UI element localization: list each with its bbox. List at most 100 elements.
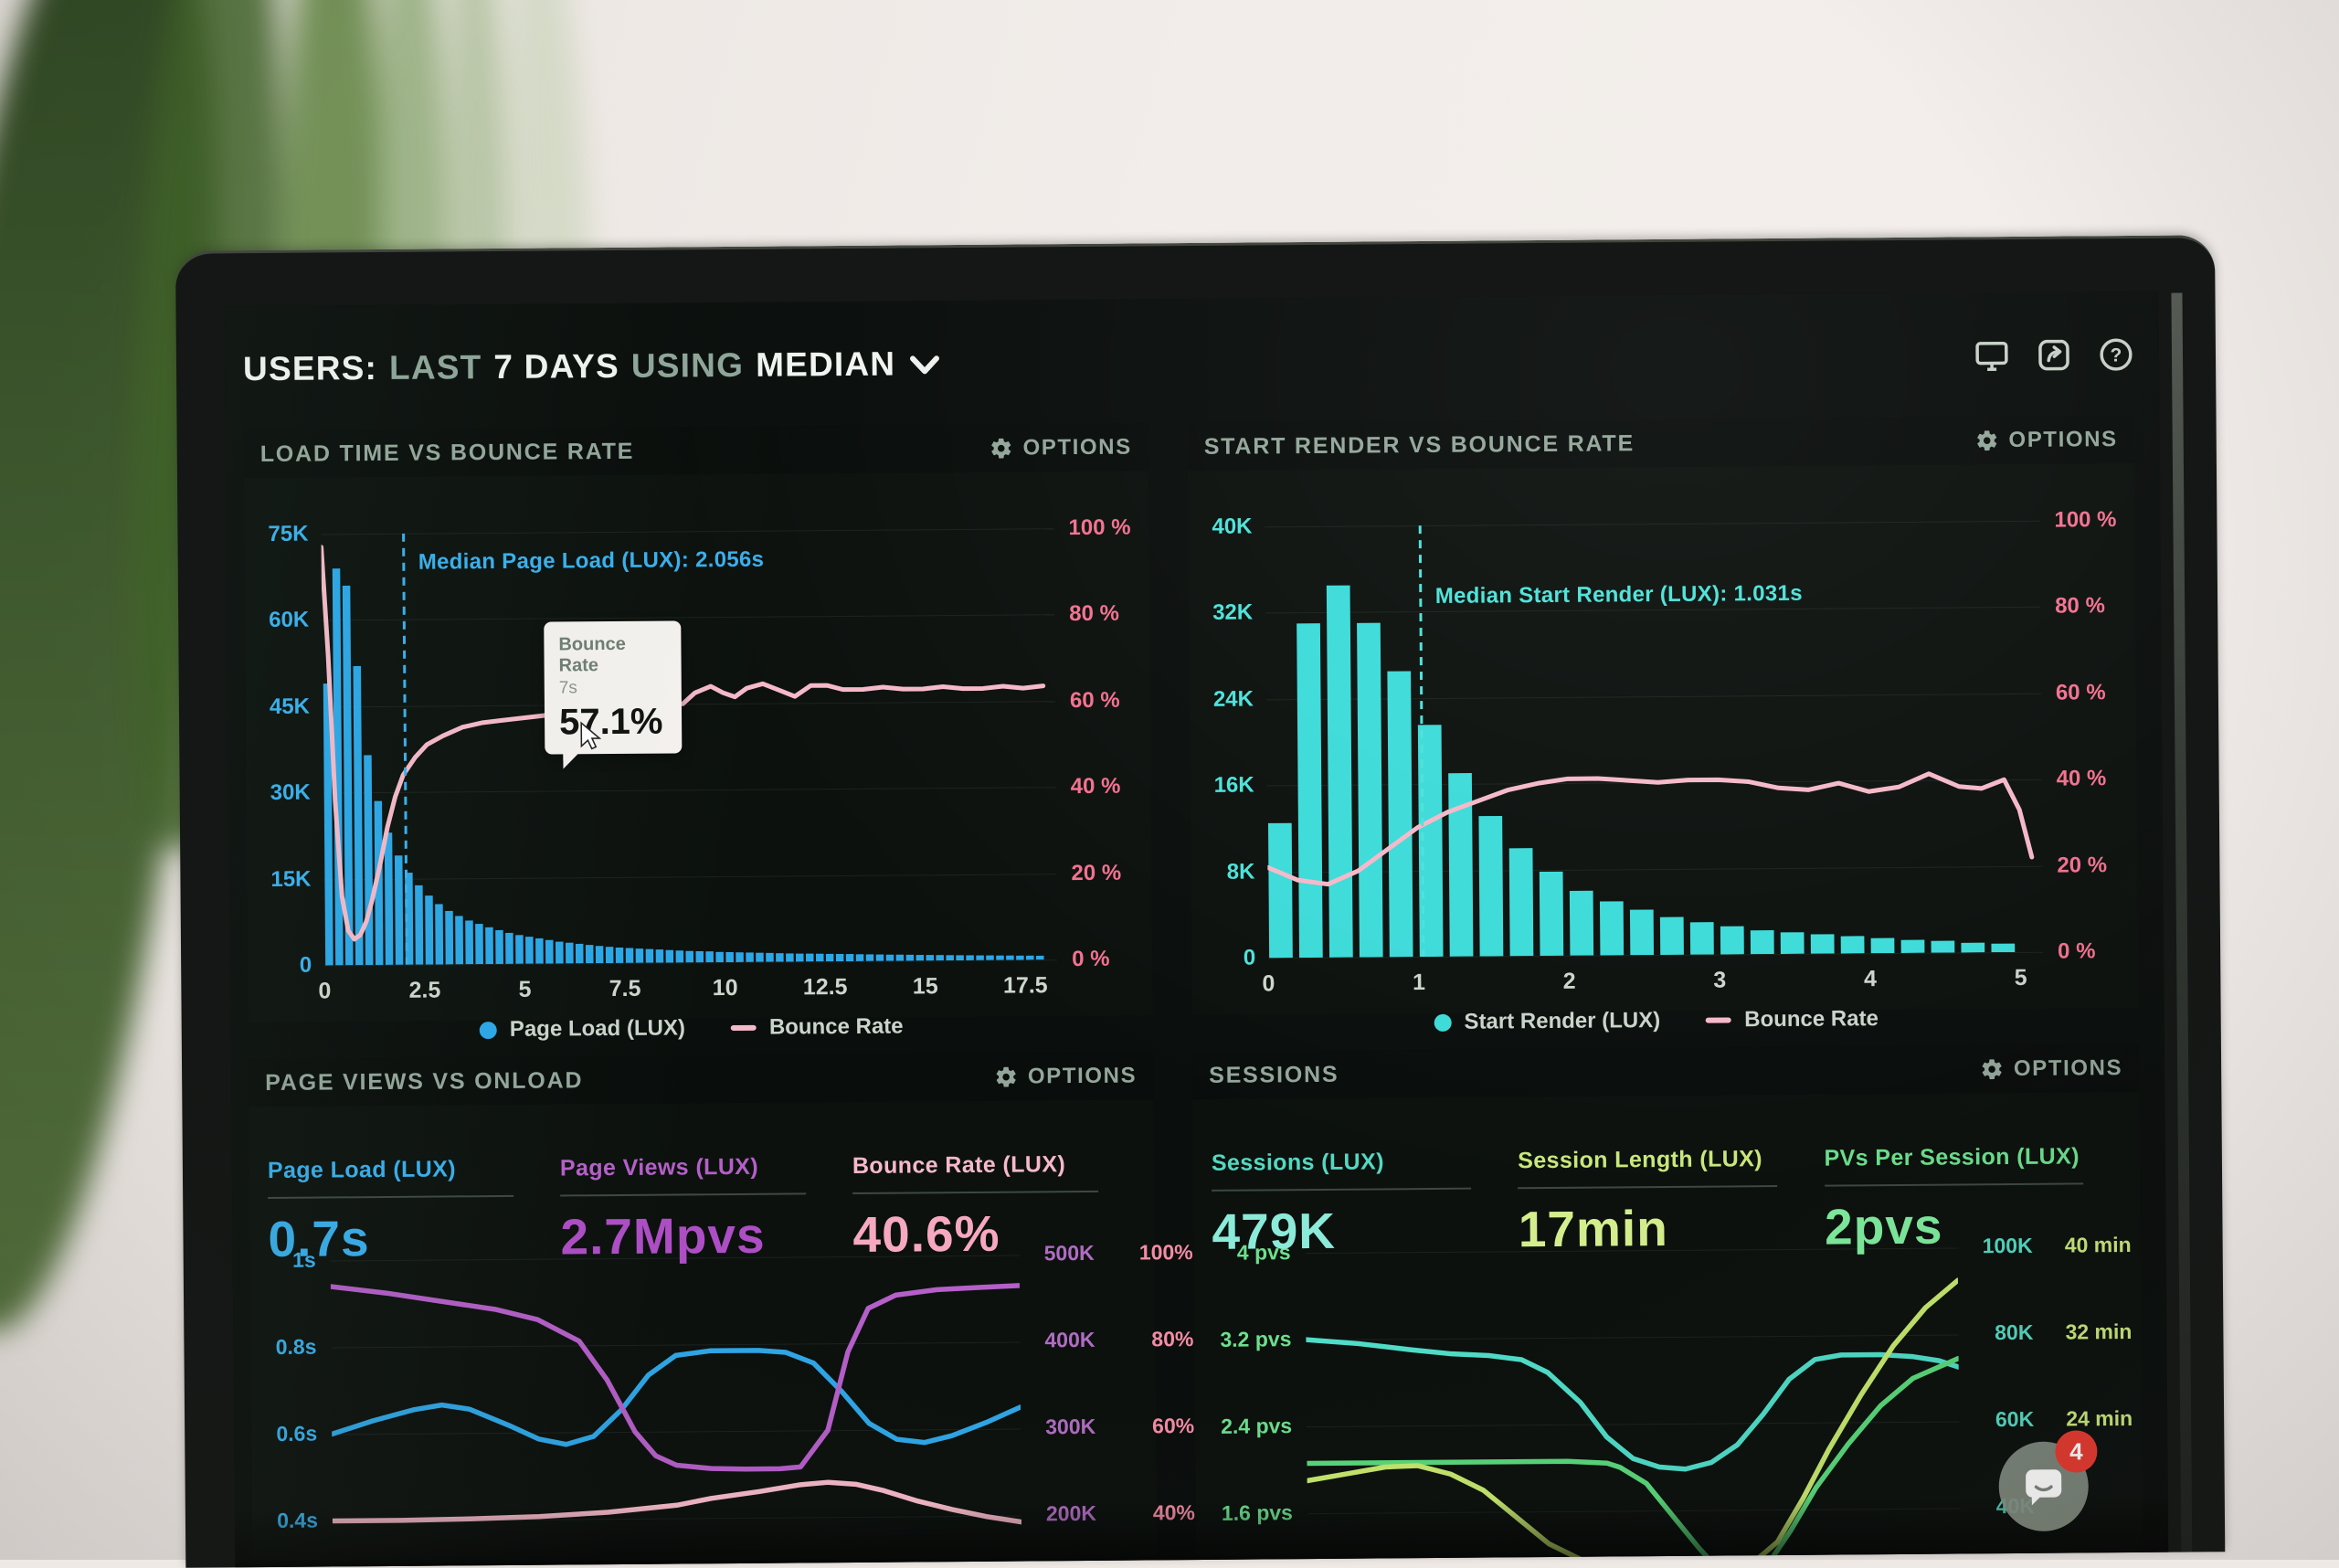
- title-segment: USING: [631, 346, 745, 386]
- median-annotation: Median Start Render (LUX): 1.031s: [1435, 581, 1803, 609]
- legend-item[interactable]: Bounce Rate: [731, 1014, 904, 1041]
- legend-label: Page Load (LUX): [510, 1015, 685, 1043]
- bar: [986, 956, 994, 960]
- bar: [966, 955, 974, 960]
- help-icon[interactable]: ?: [2098, 336, 2134, 373]
- y-axis-tick-right: 100 %: [1068, 515, 1130, 542]
- options-button[interactable]: OPTIONS: [1974, 427, 2117, 453]
- bar: [566, 943, 574, 964]
- bar: [1901, 940, 1925, 953]
- metric-label: Session Length (LUX): [1518, 1146, 1783, 1174]
- legend-item[interactable]: Start Render (LUX): [1434, 1008, 1660, 1035]
- chart-legend: Start Render (LUX) Bounce Rate: [1269, 1005, 2044, 1037]
- bar: [465, 920, 473, 964]
- chat-widget-button[interactable]: 4: [1998, 1441, 2089, 1531]
- bar: [1961, 943, 1984, 953]
- metric: Session Length (LUX)17min: [1518, 1146, 1825, 1259]
- y-axis-tick-right: 80 %: [1069, 601, 1119, 627]
- bar: [455, 916, 463, 964]
- metric-underline: [1825, 1182, 2084, 1186]
- bar: [996, 956, 1004, 960]
- bar: [1540, 872, 1563, 956]
- title-segment: MEDIAN: [756, 345, 895, 385]
- laptop-bezel-highlight: [2171, 293, 2192, 1552]
- right-tick-secondary: 40%: [1118, 1500, 1195, 1526]
- options-button[interactable]: OPTIONS: [1980, 1055, 2122, 1082]
- x-axis-tick: 10: [713, 975, 738, 1001]
- bar: [586, 945, 594, 963]
- y-axis-tick: 0: [1191, 946, 1255, 972]
- bar: [1036, 956, 1044, 959]
- metric: Page Load (LUX)0.7s: [268, 1155, 561, 1268]
- bar: [1448, 773, 1473, 957]
- bar: [666, 950, 674, 963]
- bar: [415, 885, 423, 965]
- chat-unread-badge: 4: [2055, 1430, 2097, 1472]
- x-axis-tick: 0: [318, 978, 331, 1004]
- legend-item[interactable]: Page Load (LUX): [480, 1015, 685, 1043]
- bar: [495, 930, 503, 964]
- series-line: [1306, 1280, 1960, 1567]
- bar: [705, 951, 714, 962]
- bar: [1660, 917, 1684, 956]
- y-axis-tick: 3.2 pvs: [1194, 1326, 1291, 1352]
- bar: [886, 955, 894, 961]
- panel-title: PAGE VIEWS VS ONLOAD: [265, 1067, 583, 1097]
- title-segment: 7 DAYS: [493, 347, 619, 387]
- metric-label: Bounce Rate (LUX): [852, 1151, 1103, 1180]
- bar: [1811, 934, 1835, 953]
- bar: [766, 953, 774, 962]
- median-annotation: Median Page Load (LUX): 2.056s: [418, 547, 765, 576]
- metric-label: PVs Per Session (LUX): [1824, 1143, 2089, 1171]
- legend-label: Bounce Rate: [769, 1014, 904, 1041]
- options-button[interactable]: OPTIONS: [989, 435, 1131, 461]
- mouse-cursor: [575, 720, 606, 756]
- y-axis-tick: 60K: [245, 608, 309, 634]
- x-axis-tick: 12.5: [803, 974, 848, 1001]
- legend-item[interactable]: Bounce Rate: [1706, 1006, 1879, 1033]
- bar: [1478, 816, 1503, 957]
- median-line: [404, 534, 407, 965]
- y-axis-tick: 24K: [1190, 686, 1254, 713]
- metric-underline: [1518, 1185, 1777, 1189]
- x-axis-tick: 7.5: [609, 976, 641, 1002]
- y-axis-tick: 16K: [1191, 773, 1254, 800]
- options-label: OPTIONS: [1022, 435, 1131, 461]
- line-chart: [331, 1240, 1022, 1568]
- metric-underline: [852, 1191, 1098, 1194]
- bar: [425, 895, 433, 965]
- bar: [656, 949, 664, 963]
- options-label: OPTIONS: [2008, 427, 2117, 453]
- bar: [1751, 930, 1774, 954]
- tooltip-subtitle: 7s: [559, 678, 667, 699]
- chevron-down-icon[interactable]: [909, 355, 940, 379]
- bar: [1016, 956, 1024, 960]
- bar: [1690, 922, 1714, 955]
- bar: [1720, 927, 1744, 955]
- y-axis-tick-right: 60 %: [1070, 687, 1120, 713]
- metric-label: Page Load (LUX): [268, 1156, 518, 1184]
- y-axis-tick: 8K: [1191, 859, 1254, 885]
- options-button[interactable]: OPTIONS: [994, 1064, 1137, 1090]
- bar: [1570, 891, 1593, 956]
- bar: [796, 954, 804, 962]
- x-axis-tick: 17.5: [1003, 972, 1048, 999]
- bar: [364, 755, 373, 965]
- display-icon[interactable]: [1974, 337, 2010, 374]
- metric-underline: [1212, 1188, 1471, 1192]
- y-axis-tick: 1.6 pvs: [1196, 1499, 1293, 1526]
- bar: [1026, 956, 1034, 960]
- share-icon[interactable]: [2036, 336, 2072, 373]
- bar: [1357, 623, 1383, 958]
- bar: [806, 954, 814, 962]
- bar: [956, 955, 964, 960]
- bar: [505, 933, 513, 964]
- legend-line-marker: [731, 1025, 757, 1031]
